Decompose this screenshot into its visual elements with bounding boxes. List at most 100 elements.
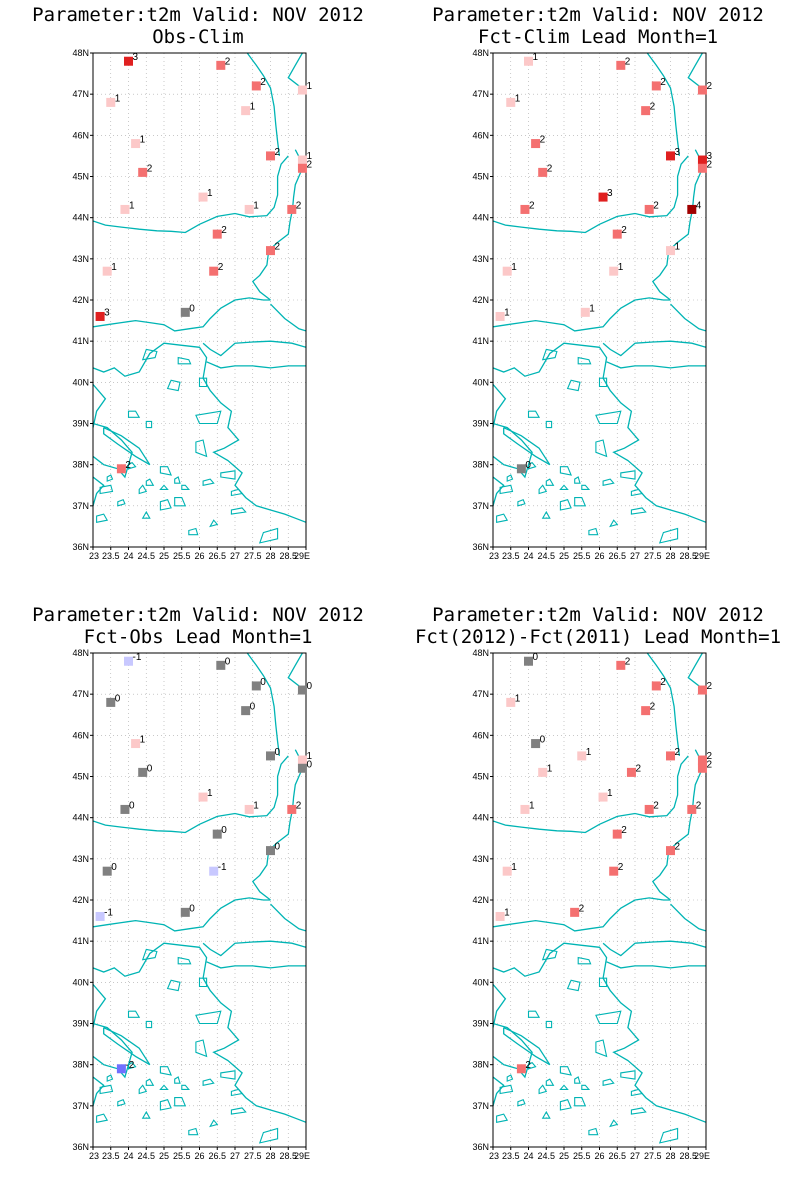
station-value-label: 2 xyxy=(125,460,131,471)
station-marker xyxy=(495,311,505,321)
lat-tick-label: 48N xyxy=(472,648,489,658)
station-value-label: 2 xyxy=(621,225,627,236)
lat-tick-label: 38N xyxy=(472,460,489,470)
lon-tick-label: 25.5 xyxy=(173,1151,191,1161)
station-value-label: 2 xyxy=(221,225,227,236)
lon-tick-label: 25.5 xyxy=(173,551,191,561)
station-value-label: 0 xyxy=(189,303,195,314)
station-value-label: -1 xyxy=(218,862,227,873)
lon-tick-label: 26 xyxy=(594,1151,604,1161)
station-value-label: -1 xyxy=(133,652,142,663)
lat-tick-label: 38N xyxy=(72,460,89,470)
lat-tick-label: 40N xyxy=(472,377,489,387)
lon-tick-label: 28.5 xyxy=(279,551,297,561)
station-value-label: 2 xyxy=(706,81,712,92)
lon-tick-label: 25 xyxy=(559,1151,569,1161)
lon-tick-label: 26.5 xyxy=(608,1151,626,1161)
station-value-label: 0 xyxy=(189,903,195,914)
lon-tick-label: 25.5 xyxy=(573,551,591,561)
lon-tick-label: 25.5 xyxy=(573,1151,591,1161)
lon-tick-label: 24.5 xyxy=(137,1151,155,1161)
station-value-label: 2 xyxy=(275,147,281,158)
lon-tick-label: 27.5 xyxy=(644,1151,662,1161)
station-marker xyxy=(687,204,697,214)
station-marker xyxy=(241,106,251,116)
lat-tick-label: 41N xyxy=(472,336,489,346)
station-value-label: 2 xyxy=(275,242,281,253)
lon-tick-label: 27.5 xyxy=(644,551,662,561)
station-marker xyxy=(120,804,130,814)
lon-tick-label: 27 xyxy=(630,1151,640,1161)
lon-tick-label: 24 xyxy=(523,551,533,561)
station-value-label: 1 xyxy=(515,693,521,704)
station-marker xyxy=(297,763,307,773)
station-value-label: 0 xyxy=(275,747,281,758)
panel-subtitle: Fct-Clim Lead Month=1 xyxy=(478,26,718,48)
lon-tick-label: 24.5 xyxy=(137,551,155,561)
station-value-label: 1 xyxy=(140,135,146,146)
lat-tick-label: 42N xyxy=(72,295,89,305)
station-value-label: 1 xyxy=(529,800,535,811)
station-value-label: 2 xyxy=(650,102,656,113)
lon-tick-label: 28 xyxy=(665,551,675,561)
lon-tick-label: 25 xyxy=(559,551,569,561)
station-marker xyxy=(651,681,661,691)
coastline xyxy=(493,653,706,1144)
station-value-label: 2 xyxy=(547,163,553,174)
station-marker xyxy=(297,163,307,173)
station-marker xyxy=(697,163,707,173)
station-value-label: 0 xyxy=(250,702,256,713)
station-value-label: 2 xyxy=(653,200,659,211)
station-value-label: 1 xyxy=(511,862,517,873)
station-marker xyxy=(666,751,675,761)
station-marker xyxy=(506,697,516,707)
lat-tick-label: 46N xyxy=(472,730,489,740)
station-value-label: 2 xyxy=(675,842,681,853)
station-value-label: 2 xyxy=(525,1060,531,1071)
station-value-label: 1 xyxy=(618,262,624,273)
station-marker xyxy=(612,829,622,839)
lat-tick-label: 46N xyxy=(472,130,489,140)
station-value-label: 0 xyxy=(306,681,312,692)
panel-subtitle: Fct-Obs Lead Month=1 xyxy=(84,626,313,648)
station-value-label: 1 xyxy=(140,735,146,746)
lon-tick-label: 24.5 xyxy=(537,1151,555,1161)
station-value-label: 0 xyxy=(129,800,135,811)
station-marker xyxy=(531,139,541,149)
lat-tick-label: 36N xyxy=(72,1142,89,1152)
lat-tick-label: 42N xyxy=(472,295,489,305)
station-value-label: 2 xyxy=(635,763,641,774)
station-value-label: 3 xyxy=(133,52,139,63)
station-marker xyxy=(598,192,608,202)
lat-tick-label: 40N xyxy=(72,377,89,387)
lat-tick-label: 44N xyxy=(472,813,489,823)
station-value-label: 2 xyxy=(706,159,712,170)
station-value-label: 2 xyxy=(579,903,585,914)
station-marker xyxy=(644,804,654,814)
station-value-label: 2 xyxy=(696,800,702,811)
station-marker xyxy=(687,804,697,814)
station-marker xyxy=(266,846,275,856)
station-marker xyxy=(697,155,707,165)
station-marker xyxy=(198,792,208,802)
lon-tick-label: 24 xyxy=(523,1151,533,1161)
lat-tick-label: 39N xyxy=(472,419,489,429)
lon-tick-label: 29E xyxy=(294,551,310,561)
station-value-label: 1 xyxy=(306,751,312,762)
station-value-label: 1 xyxy=(533,52,539,63)
lon-tick-label: 25 xyxy=(159,1151,169,1161)
station-value-label: 2 xyxy=(225,56,231,67)
station-value-label: 0 xyxy=(115,693,121,704)
station-marker xyxy=(131,139,141,149)
station-value-label: 2 xyxy=(660,77,666,88)
station-value-label: 1 xyxy=(129,200,135,211)
station-value-label: 2 xyxy=(529,200,535,211)
station-value-label: 3 xyxy=(675,147,681,158)
station-value-label: 1 xyxy=(511,262,517,273)
station-marker xyxy=(502,266,512,276)
station-value-label: -2 xyxy=(125,1060,134,1071)
station-value-label: 0 xyxy=(275,842,281,853)
station-marker xyxy=(124,56,133,66)
